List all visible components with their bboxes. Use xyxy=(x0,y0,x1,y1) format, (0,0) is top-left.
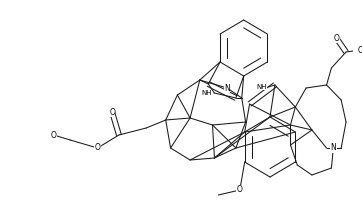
Text: O: O xyxy=(333,34,339,42)
Text: O: O xyxy=(51,130,56,139)
Text: NH: NH xyxy=(201,90,212,96)
Text: N: N xyxy=(224,83,230,92)
Text: O: O xyxy=(358,46,362,55)
Text: O: O xyxy=(94,144,100,152)
Text: O: O xyxy=(237,185,243,194)
Text: N: N xyxy=(331,144,336,152)
Text: NH: NH xyxy=(256,84,266,90)
Text: O: O xyxy=(109,108,115,117)
